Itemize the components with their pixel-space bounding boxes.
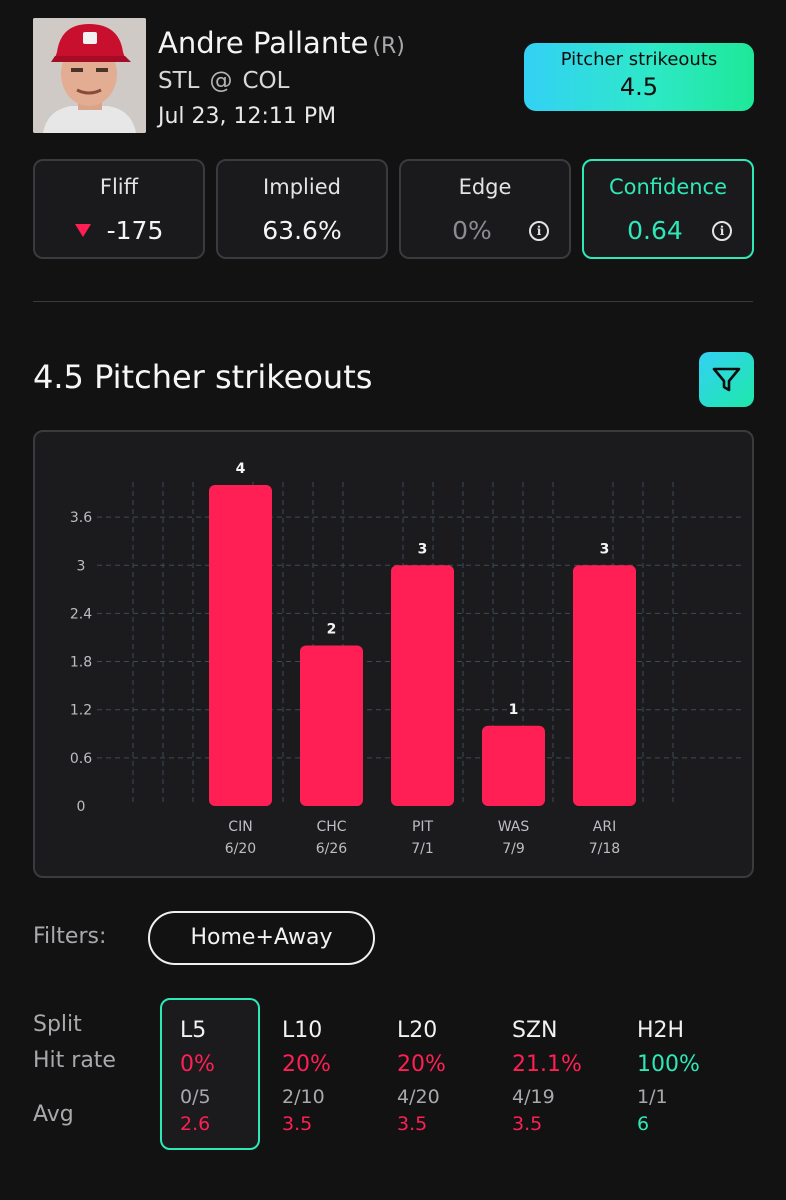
- split-h2h[interactable]: H2H 100% 1/1 6: [617, 998, 717, 1150]
- bar-value-label: 4: [236, 461, 246, 477]
- bar-was: [482, 725, 545, 806]
- info-icon[interactable]: i: [529, 221, 549, 241]
- player-header: Andre Pallante (R) STL @ COL Jul 23, 12:11 …: [33, 18, 753, 136]
- hit-rate-value: 21.1%: [512, 1052, 582, 1077]
- split-label: Split: [33, 1012, 82, 1037]
- bar-value-label: 3: [418, 541, 428, 557]
- avg-value: 3.5: [282, 1113, 313, 1135]
- stat-title-fliff: Fliff: [99, 175, 139, 199]
- x-tick-date: 6/26: [316, 841, 348, 857]
- bar-value-label: 3: [600, 541, 610, 557]
- bar-value-label: 1: [509, 702, 519, 718]
- y-tick-label: 0: [77, 799, 86, 815]
- y-tick-label: 2.4: [70, 606, 92, 622]
- section-title: 4.5 Pitcher strikeouts: [33, 358, 373, 396]
- y-tick-label: 0.6: [70, 751, 92, 767]
- split-l20[interactable]: L20 20% 4/20 3.5: [377, 998, 477, 1150]
- hit-fraction: 0/5: [180, 1086, 211, 1108]
- matchup: STL @ COL: [158, 68, 289, 94]
- x-tick-label: CHC: [316, 819, 346, 835]
- home-away-filter[interactable]: Home+Away: [148, 911, 375, 965]
- stat-value-edge: 0%: [452, 216, 492, 245]
- bar-ari: [573, 565, 636, 806]
- avg-value: 3.5: [512, 1113, 543, 1135]
- x-tick-date: 7/18: [589, 841, 620, 857]
- hit-rate-value: 20%: [282, 1052, 331, 1077]
- game-time: Jul 23, 12:11 PM: [158, 104, 337, 129]
- x-tick-date: 6/20: [225, 841, 256, 857]
- split-szn[interactable]: SZN 21.1% 4/19 3.5: [492, 998, 592, 1150]
- split-name: L5: [180, 1018, 207, 1043]
- market-badge[interactable]: Pitcher strikeouts 4.5: [524, 43, 754, 111]
- hit-fraction: 4/19: [512, 1086, 555, 1108]
- stat-card-implied: Implied 63.6%: [216, 159, 388, 259]
- y-tick-label: 1.8: [70, 655, 92, 671]
- y-tick-label: 3.6: [70, 510, 92, 526]
- y-tick-label: 1.2: [70, 703, 92, 719]
- strikeouts-chart: 0 0.6 1.2 1.8 2.4 3 3.6 4 CIN 6/20 2 CHC 6/26 3 PIT 7/1…: [33, 430, 754, 878]
- split-name: L10: [282, 1018, 323, 1043]
- stat-title-edge: Edge: [458, 175, 512, 199]
- throwing-hand: (R): [372, 34, 405, 59]
- filter-button[interactable]: [699, 352, 754, 407]
- stat-title-confidence: Confidence: [608, 175, 728, 199]
- split-name: SZN: [512, 1018, 558, 1043]
- filter-funnel-icon: [712, 367, 741, 392]
- player-name-text: Andre Pallante: [158, 26, 369, 60]
- x-tick-label: ARI: [593, 819, 616, 835]
- avg-value: 3.5: [397, 1113, 428, 1135]
- team-abbrev: STL: [158, 68, 200, 94]
- hit-rate-value: 100%: [637, 1052, 700, 1077]
- chart-canvas: 0 0.6 1.2 1.8 2.4 3 3.6 4 CIN 6/20 2 CHC 6/26 3 PIT 7/1…: [70, 461, 745, 857]
- bar-chc: [300, 645, 363, 806]
- hit-fraction: 4/20: [397, 1086, 440, 1108]
- x-tick-label: PIT: [412, 819, 434, 835]
- hit-fraction: 1/1: [637, 1086, 668, 1108]
- stat-value-implied: 63.6%: [262, 216, 342, 245]
- split-name: H2H: [637, 1018, 685, 1043]
- at-symbol: @: [209, 68, 233, 94]
- section-divider: [33, 301, 753, 302]
- fliff-odds: -175: [106, 216, 164, 245]
- y-tick-label: 3: [77, 558, 86, 574]
- bar-pit: [391, 565, 454, 806]
- avg-value: 6: [637, 1113, 650, 1135]
- stat-card-edge: Edge 0% i: [399, 159, 571, 259]
- stat-value-confidence: 0.64: [627, 216, 683, 245]
- x-tick-date: 7/1: [411, 841, 434, 857]
- x-tick-label: CIN: [228, 819, 252, 835]
- player-avatar[interactable]: [33, 18, 146, 133]
- player-name: Andre Pallante (R): [158, 26, 405, 60]
- bar-value-label: 2: [327, 622, 337, 638]
- stat-card-fliff: Fliff -175: [33, 159, 205, 259]
- down-triangle-icon: [74, 223, 91, 237]
- info-icon[interactable]: i: [712, 221, 732, 241]
- split-l10[interactable]: L10 20% 2/10 3.5: [262, 998, 362, 1150]
- hit-rate-value: 0%: [180, 1052, 215, 1077]
- hit-rate-value: 20%: [397, 1052, 446, 1077]
- split-name: L20: [397, 1018, 438, 1043]
- opponent-abbrev: COL: [242, 68, 290, 94]
- hit-fraction: 2/10: [282, 1086, 325, 1108]
- stat-card-confidence: Confidence 0.64 i: [582, 159, 754, 259]
- stat-title-implied: Implied: [263, 175, 341, 199]
- bar-cin: [209, 485, 272, 806]
- avg-value: 2.6: [180, 1113, 211, 1135]
- x-tick-date: 7/9: [502, 841, 525, 857]
- avg-label: Avg: [33, 1102, 74, 1127]
- stat-value-fliff: -175: [35, 216, 203, 245]
- x-tick-label: WAS: [498, 819, 530, 835]
- market-label: Pitcher strikeouts: [560, 49, 718, 70]
- filters-label: Filters:: [33, 924, 107, 949]
- split-l5[interactable]: L5 0% 0/5 2.6: [160, 998, 260, 1150]
- market-line: 4.5: [619, 73, 659, 101]
- hit-rate-label: Hit rate: [33, 1048, 116, 1073]
